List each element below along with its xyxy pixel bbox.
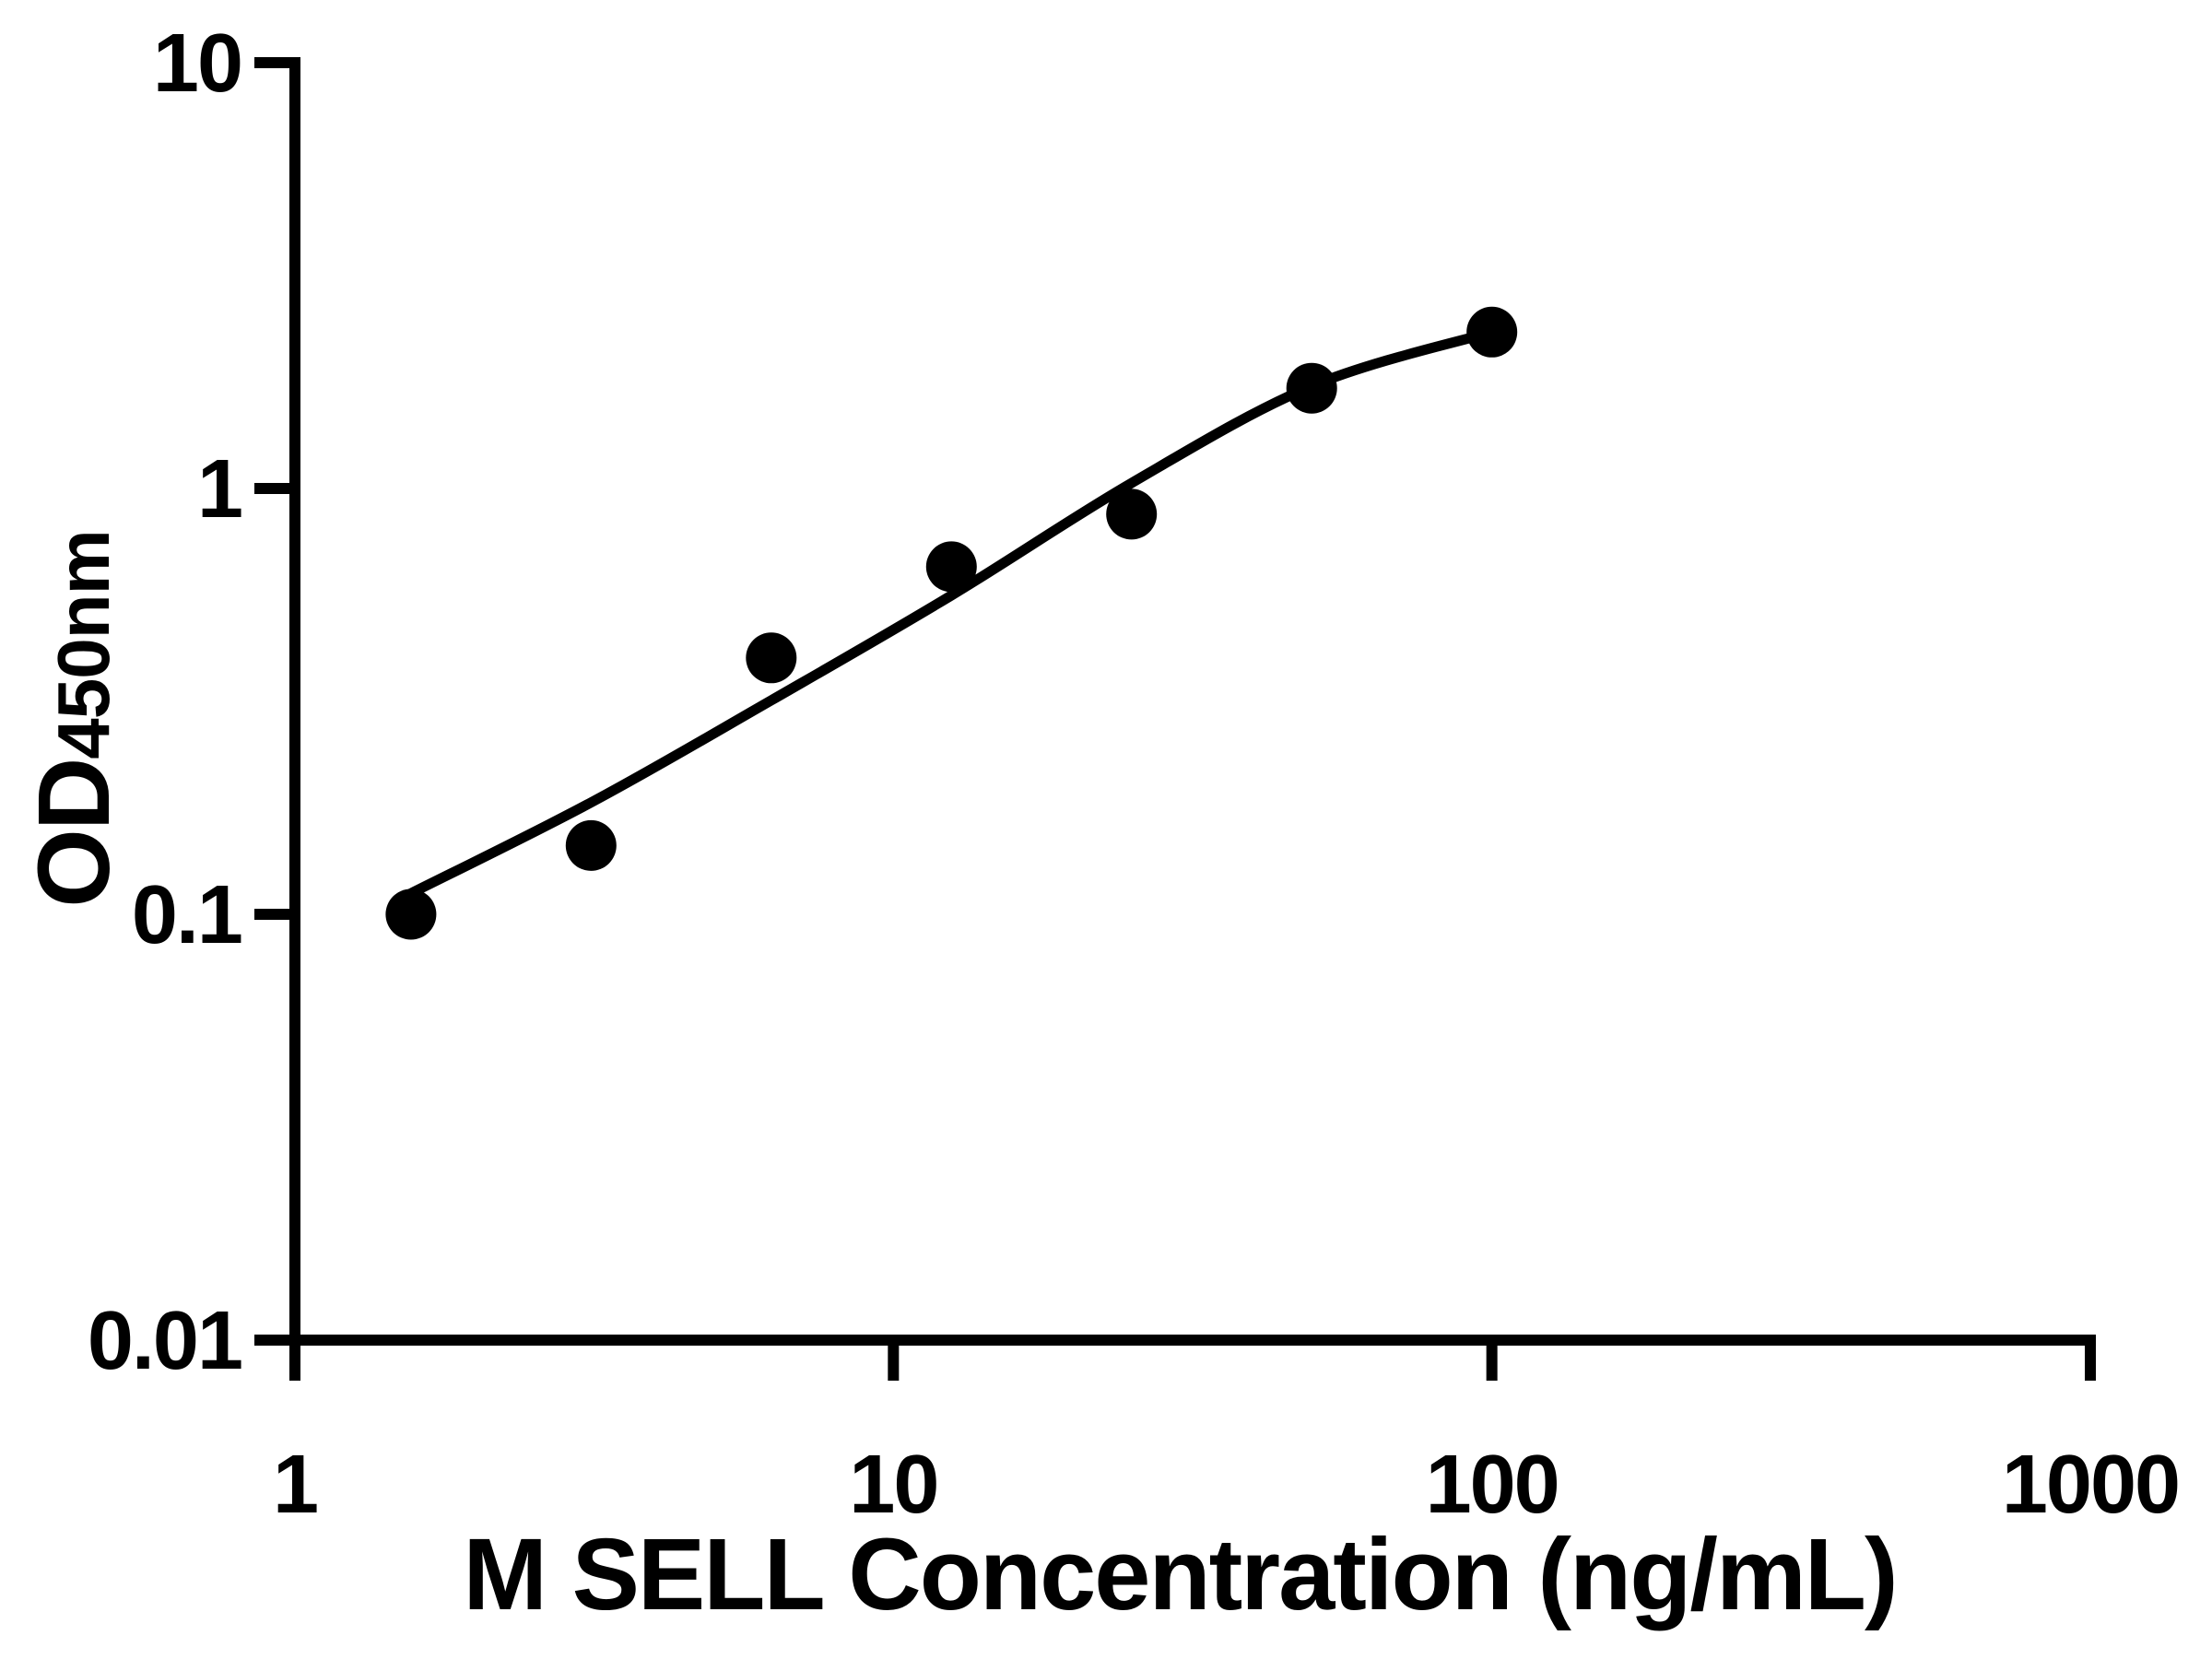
y-axis-title: OD450nm (18, 530, 131, 907)
y-axis-title-sub: 450nm (42, 530, 124, 759)
y-tick-label: 0.01 (88, 1295, 241, 1387)
x-axis-title: M SELL Concentration (ng/mL) (463, 1518, 1896, 1631)
x-tick-label: 10 (849, 1439, 937, 1531)
x-tick-label: 100 (1426, 1439, 1559, 1531)
data-point (1466, 306, 1518, 358)
fit-curve-group (406, 326, 1498, 899)
x-tick-label: 1000 (2002, 1439, 2179, 1531)
data-point (565, 819, 617, 871)
x-axis-tick-labels: 1 10 100 1000 (273, 1439, 2181, 1531)
y-tick-label: 0.1 (132, 869, 241, 961)
y-axis-tick-labels: 10 1 0.1 0.01 (88, 18, 243, 1387)
data-point (925, 541, 977, 593)
data-point (746, 632, 797, 684)
data-point (385, 888, 437, 940)
x-tick-label: 1 (273, 1439, 317, 1531)
y-tick-label: 1 (197, 443, 241, 535)
x-axis-ticks (289, 1340, 2096, 1381)
data-point (1106, 488, 1158, 540)
data-point (1286, 362, 1337, 414)
y-tick-label: 10 (153, 18, 241, 110)
data-points-group (385, 306, 1518, 940)
y-axis-ticks (254, 57, 295, 1346)
y-axis-title-main: OD (18, 759, 131, 908)
fit-curve (406, 326, 1498, 899)
